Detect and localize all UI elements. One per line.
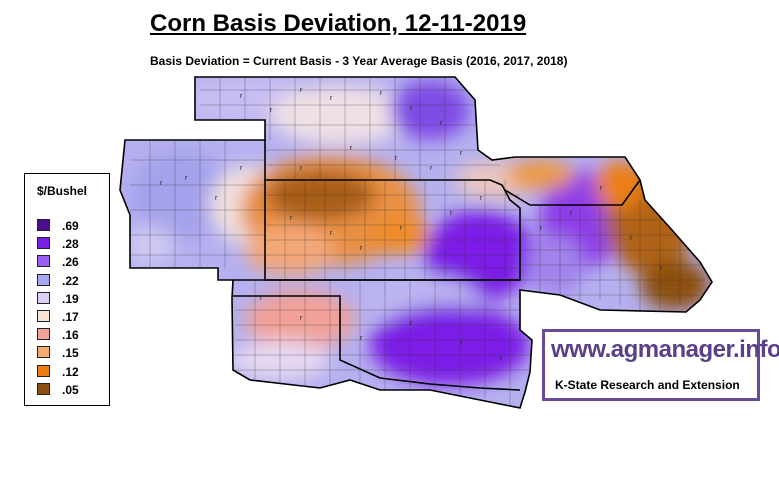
svg-text:r: r bbox=[440, 120, 443, 127]
svg-text:r: r bbox=[480, 195, 483, 202]
legend: $/Bushel .69 .28 .26 .22 .19 .17 .16 .15 .12 .05 bbox=[24, 173, 110, 406]
legend-label: .05 bbox=[62, 382, 79, 397]
svg-text:r: r bbox=[300, 315, 303, 322]
legend-swatch bbox=[37, 219, 50, 231]
legend-label: .16 bbox=[62, 328, 79, 343]
svg-text:r: r bbox=[240, 93, 243, 100]
svg-text:r: r bbox=[240, 165, 243, 172]
legend-swatch bbox=[37, 328, 50, 341]
legend-label: .17 bbox=[62, 310, 79, 324]
legend-swatch bbox=[37, 273, 50, 286]
svg-text:r: r bbox=[330, 230, 333, 237]
svg-text:r: r bbox=[570, 210, 573, 217]
legend-swatch bbox=[37, 310, 50, 322]
svg-text:r: r bbox=[160, 180, 163, 187]
agmanager-logo: www.agmanager.info K-State Research and … bbox=[542, 329, 779, 401]
svg-text:r: r bbox=[300, 87, 303, 94]
legend-swatch bbox=[37, 291, 50, 304]
svg-text:r: r bbox=[260, 295, 263, 302]
svg-text:r: r bbox=[185, 175, 188, 182]
svg-text:r: r bbox=[270, 107, 273, 114]
legend-title: $/Bushel bbox=[37, 184, 88, 198]
legend-swatch bbox=[37, 255, 50, 268]
legend-swatch bbox=[37, 346, 50, 359]
legend-swatch bbox=[37, 382, 50, 395]
county-lines bbox=[130, 77, 705, 405]
svg-text:r: r bbox=[630, 235, 633, 242]
svg-text:r: r bbox=[430, 165, 433, 172]
svg-text:r: r bbox=[500, 355, 503, 362]
svg-text:r: r bbox=[460, 340, 463, 347]
svg-text:r: r bbox=[300, 165, 303, 172]
legend-label: .69 bbox=[62, 219, 79, 233]
legend-swatch bbox=[37, 237, 50, 250]
svg-text:r: r bbox=[410, 320, 413, 327]
svg-text:r: r bbox=[350, 145, 353, 152]
svg-text:r: r bbox=[600, 185, 603, 192]
svg-text:r: r bbox=[360, 335, 363, 342]
svg-text:r: r bbox=[380, 90, 383, 97]
svg-text:r: r bbox=[540, 225, 543, 232]
map-subtitle: Basis Deviation = Current Basis - 3 Year… bbox=[150, 54, 568, 68]
svg-text:r: r bbox=[395, 155, 398, 162]
svg-text:r: r bbox=[410, 105, 413, 112]
legend-label: .12 bbox=[62, 364, 79, 379]
svg-text:r: r bbox=[660, 265, 663, 272]
legend-label: .26 bbox=[62, 255, 79, 270]
legend-label: .15 bbox=[62, 346, 79, 361]
map-title: Corn Basis Deviation, 12-11-2019 bbox=[150, 10, 527, 37]
legend-label: .19 bbox=[62, 291, 79, 306]
svg-text:r: r bbox=[215, 195, 218, 202]
legend-label: .22 bbox=[62, 273, 79, 288]
svg-text:r: r bbox=[290, 215, 293, 222]
svg-text:r: r bbox=[450, 210, 453, 217]
svg-text:r: r bbox=[360, 245, 363, 252]
legend-label: .28 bbox=[62, 237, 79, 252]
brand-url: www.agmanager.info bbox=[551, 336, 779, 363]
svg-text:r: r bbox=[330, 95, 333, 102]
brand-org: K-State Research and Extension bbox=[555, 378, 740, 392]
elevator-markers: r r r r r r r r r r r r r r r r r r r r r r r r r r r r r r r r r bbox=[160, 87, 663, 362]
svg-text:r: r bbox=[460, 150, 463, 157]
state-borders bbox=[119, 76, 713, 409]
legend-swatch bbox=[37, 364, 50, 377]
svg-text:r: r bbox=[400, 225, 403, 232]
